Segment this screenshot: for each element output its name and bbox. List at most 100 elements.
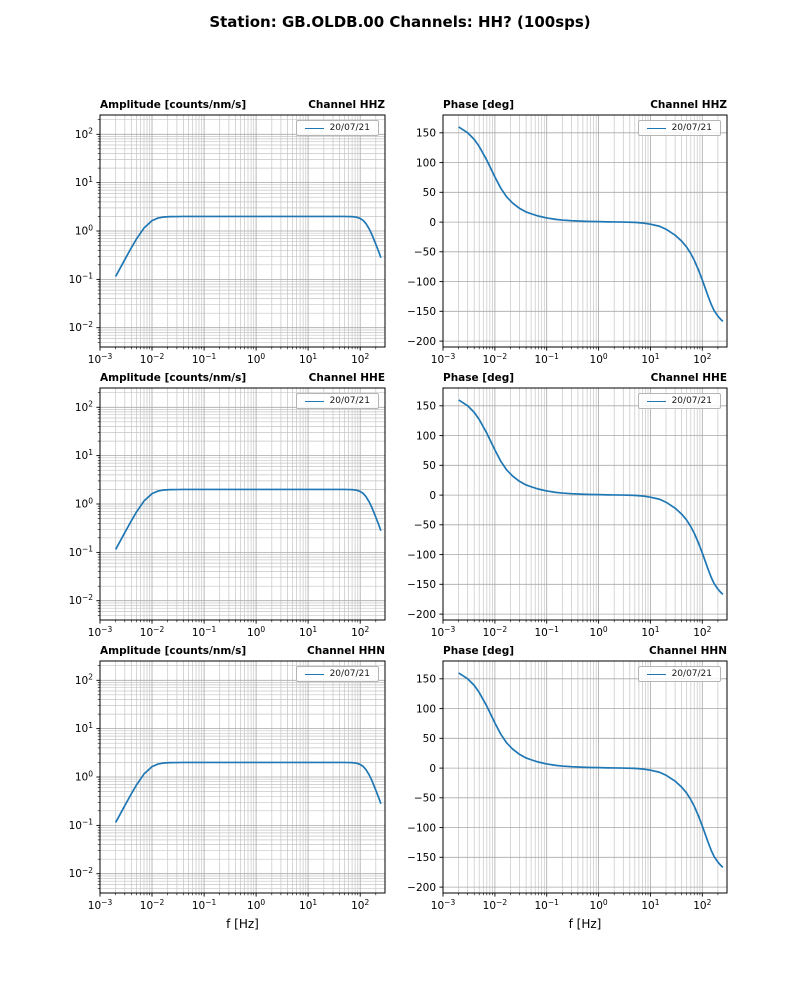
legend-label: 20/07/21 [671, 123, 712, 133]
svg-text:150: 150 [416, 674, 436, 686]
tick-labels: 10−3 10−2 10−1 100 101 102 −200 −150 −100 −50 0 50 1… [407, 401, 711, 639]
x-axis-label: f [Hz] [226, 917, 259, 931]
svg-text:100: 100 [247, 625, 265, 639]
svg-text:−100: −100 [407, 822, 436, 834]
svg-text:−200: −200 [407, 882, 436, 894]
svg-text:102: 102 [75, 673, 93, 687]
legend-label: 20/07/21 [671, 396, 712, 406]
svg-text:10−3: 10−3 [431, 352, 456, 366]
svg-text:102: 102 [351, 625, 369, 639]
channel-label: Channel HHE [650, 372, 727, 384]
svg-text:100: 100 [75, 223, 93, 237]
svg-text:10−2: 10−2 [69, 593, 94, 607]
tick-labels: 10−3 10−2 10−1 100 101 102 10−2 10−1 100 101 102 [69, 127, 370, 366]
svg-text:101: 101 [299, 352, 317, 366]
svg-text:50: 50 [423, 187, 436, 199]
svg-text:101: 101 [641, 352, 659, 366]
svg-text:−50: −50 [414, 520, 436, 532]
svg-text:100: 100 [247, 898, 265, 912]
svg-text:10−1: 10−1 [69, 818, 94, 832]
tick-marks [439, 132, 719, 351]
axes-spines [442, 114, 728, 348]
svg-text:102: 102 [75, 400, 93, 414]
subplot-title-bar: Phase [deg] Channel HHE [443, 372, 727, 384]
legend-line-swatch [646, 127, 666, 129]
grid-minor [458, 661, 719, 893]
plot-canvas: 10−3 10−2 10−1 100 101 102 −200 −150 −100 −50 0 50 1… [407, 660, 728, 912]
tick-marks [96, 119, 377, 351]
response-curve [458, 672, 724, 869]
svg-text:10−3: 10−3 [431, 898, 456, 912]
svg-text:10−2: 10−2 [140, 625, 165, 639]
amplitude-title: Amplitude [counts/nm/s] [100, 99, 247, 111]
svg-text:10−2: 10−2 [483, 352, 508, 366]
tick-marks [96, 392, 377, 624]
svg-text:10−3: 10−3 [431, 625, 456, 639]
grid-major [442, 115, 727, 347]
svg-text:50: 50 [423, 733, 436, 745]
legend: 20/07/21 [295, 120, 379, 136]
legend-label: 20/07/21 [329, 396, 370, 406]
tick-marks [96, 665, 377, 897]
grid-minor [458, 115, 719, 347]
axes-spines [442, 387, 728, 621]
svg-text:101: 101 [641, 625, 659, 639]
svg-text:100: 100 [416, 703, 436, 715]
amplitude-title: Amplitude [counts/nm/s] [100, 372, 247, 384]
subplot-title-bar: Amplitude [counts/nm/s] Channel HHE [100, 372, 385, 384]
svg-text:10−2: 10−2 [483, 625, 508, 639]
legend-line-swatch [304, 400, 324, 402]
plot-canvas: 10−3 10−2 10−1 100 101 102 10−2 10−1 100 101 102 [69, 387, 386, 639]
subplot-title-bar: Phase [deg] Channel HHZ [443, 99, 727, 111]
svg-text:101: 101 [641, 898, 659, 912]
channel-label: Channel HHN [649, 645, 727, 657]
svg-text:10−3: 10−3 [88, 898, 113, 912]
subplot-title-bar: Amplitude [counts/nm/s] Channel HHN [100, 645, 385, 657]
svg-text:50: 50 [423, 460, 436, 472]
phase-plot-hhn: 10−3 10−2 10−1 100 101 102 −200 −150 −100 −50 0 50 1… [383, 649, 745, 929]
svg-text:10−1: 10−1 [534, 625, 559, 639]
phase-plot-hhe: 10−3 10−2 10−1 100 101 102 −200 −150 −100 −50 0 50 1… [383, 376, 745, 656]
subplot-title-bar: Amplitude [counts/nm/s] Channel HHZ [100, 99, 385, 111]
svg-text:100: 100 [75, 769, 93, 783]
svg-text:102: 102 [693, 898, 711, 912]
response-curve [458, 126, 724, 323]
amplitude-title: Amplitude [counts/nm/s] [100, 645, 247, 657]
svg-text:10−2: 10−2 [69, 866, 94, 880]
svg-text:150: 150 [416, 401, 436, 413]
grid-major [442, 661, 727, 893]
svg-text:10−1: 10−1 [534, 898, 559, 912]
channel-label: Channel HHZ [308, 99, 385, 111]
svg-text:−100: −100 [407, 276, 436, 288]
svg-text:10−3: 10−3 [88, 352, 113, 366]
amplitude-plot-hhe: 10−3 10−2 10−1 100 101 102 10−2 10−1 100 101 102 [40, 376, 403, 656]
channel-label: Channel HHZ [650, 99, 727, 111]
svg-text:100: 100 [416, 157, 436, 169]
svg-text:10−1: 10−1 [192, 898, 217, 912]
svg-text:−100: −100 [407, 549, 436, 561]
svg-text:10−1: 10−1 [192, 352, 217, 366]
svg-text:100: 100 [75, 496, 93, 510]
tick-marks [439, 678, 719, 897]
plot-canvas: 10−3 10−2 10−1 100 101 102 10−2 10−1 100 101 102 [69, 114, 386, 366]
phase-plot-hhz: 10−3 10−2 10−1 100 101 102 −200 −150 −100 −50 0 50 1… [383, 103, 745, 383]
svg-text:101: 101 [75, 448, 93, 462]
svg-text:−50: −50 [414, 247, 436, 259]
svg-text:0: 0 [429, 763, 436, 775]
svg-text:10−2: 10−2 [483, 898, 508, 912]
svg-text:−50: −50 [414, 793, 436, 805]
svg-text:100: 100 [590, 898, 608, 912]
legend-label: 20/07/21 [329, 669, 370, 679]
subplot-title-bar: Phase [deg] Channel HHN [443, 645, 727, 657]
grid-major [99, 115, 385, 347]
response-curve [114, 215, 382, 277]
grid-minor [458, 388, 719, 620]
legend: 20/07/21 [637, 393, 721, 409]
legend-line-swatch [304, 673, 324, 675]
svg-text:10−3: 10−3 [88, 625, 113, 639]
svg-text:10−1: 10−1 [192, 625, 217, 639]
legend: 20/07/21 [637, 120, 721, 136]
figure-title: Station: GB.OLDB.00 Channels: HH? (100sp… [209, 13, 591, 31]
svg-text:101: 101 [75, 721, 93, 735]
legend: 20/07/21 [295, 393, 379, 409]
